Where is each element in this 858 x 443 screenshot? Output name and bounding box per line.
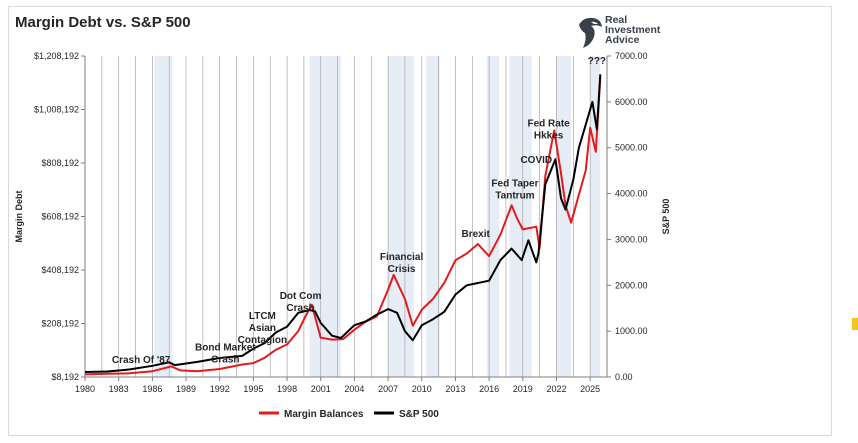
x-tick-label: 2016 bbox=[479, 384, 499, 394]
brand-logo: Real Investment Advice bbox=[577, 15, 687, 51]
y-left-tick-label: $208,192 bbox=[41, 319, 79, 329]
x-tick-label: 1986 bbox=[142, 384, 162, 394]
legend-group: Margin Balances S&P 500 bbox=[259, 409, 439, 420]
y-left-tick-label: $808,192 bbox=[41, 158, 79, 168]
x-tick-label: 1989 bbox=[176, 384, 196, 394]
y-right-tick-label: 4000.00 bbox=[615, 189, 648, 199]
x-tick-label: 2013 bbox=[445, 384, 465, 394]
annotation-label: COVID bbox=[520, 155, 552, 166]
y-left-tick-label: $1,008,192 bbox=[34, 105, 79, 115]
y-left-tick-label: $1,208,192 bbox=[34, 51, 79, 61]
annotation-label: Fed Rate Hkkes bbox=[528, 118, 571, 141]
shade-band bbox=[426, 56, 440, 377]
y-right-tick-label: 7000.00 bbox=[615, 51, 648, 61]
annotation-label: Financial Crisis bbox=[380, 252, 424, 275]
x-tick-label: 1992 bbox=[210, 384, 230, 394]
margin-balances-line bbox=[84, 76, 602, 376]
y-left-tick-label: $408,192 bbox=[41, 265, 79, 275]
y-right-tick-label: 0.00 bbox=[615, 372, 633, 382]
sp500-line bbox=[84, 74, 602, 373]
x-tick-label: 2001 bbox=[311, 384, 331, 394]
y-right-axis-title: S&P 500 bbox=[661, 199, 671, 235]
logo-line-3: Advice bbox=[605, 34, 640, 46]
shade-band bbox=[388, 56, 414, 377]
y-left-tick-label: $8,192 bbox=[51, 372, 79, 382]
annotation-label: Dot Com Crash bbox=[280, 291, 322, 314]
series-lines-group bbox=[84, 74, 602, 376]
y-right-tick-label: 6000.00 bbox=[615, 97, 648, 107]
shade-band bbox=[590, 56, 601, 377]
side-marker bbox=[852, 318, 858, 330]
y-left-axis-title: Margin Debt bbox=[14, 190, 24, 242]
y-right-tick-label: 3000.00 bbox=[615, 234, 648, 244]
x-tick-label: 2019 bbox=[513, 384, 533, 394]
y-right-tick-label: 5000.00 bbox=[615, 143, 648, 153]
x-tick-label: 1983 bbox=[109, 384, 129, 394]
annotation-label: Fed Taper Tantrum bbox=[491, 179, 538, 202]
x-tick-label: 1998 bbox=[277, 384, 297, 394]
x-tick-label: 2007 bbox=[378, 384, 398, 394]
legend-label-margin: Margin Balances bbox=[284, 409, 364, 420]
chart-svg: 1980 1983 1986 1989 1992 1995 1998 2001 2004 2007… bbox=[14, 51, 671, 420]
shade-band bbox=[556, 56, 572, 377]
shade-band bbox=[509, 56, 532, 377]
shade-band bbox=[309, 56, 341, 377]
x-tick-label: 1995 bbox=[243, 384, 263, 394]
legend-label-sp500: S&P 500 bbox=[399, 409, 439, 420]
x-tick-label: 2010 bbox=[412, 384, 432, 394]
logo-line-2: Investment bbox=[605, 24, 661, 36]
annotation-label: Crash Of '87 bbox=[112, 355, 171, 366]
x-tick-label: 1980 bbox=[75, 384, 95, 394]
x-tick-label: 2025 bbox=[580, 384, 600, 394]
annotation-label: ??? bbox=[588, 56, 606, 67]
eagle-logo-icon bbox=[579, 17, 602, 48]
annotation-label: Brexit bbox=[461, 229, 490, 240]
x-tick-label: 2004 bbox=[344, 384, 364, 394]
annotation-label: Bond Market Crash bbox=[195, 342, 256, 365]
chart-title: Margin Debt vs. S&P 500 bbox=[15, 14, 191, 31]
y-left-tick-label: $608,192 bbox=[41, 212, 79, 222]
recession-shading-group bbox=[154, 56, 601, 377]
chart-frame: Margin Debt vs. S&P 500 Real Investment … bbox=[8, 6, 832, 436]
logo-line-1: Real bbox=[605, 14, 628, 26]
shade-band bbox=[486, 56, 500, 377]
shade-band bbox=[154, 56, 173, 377]
annotation-label: LTCM Asian Contagion bbox=[238, 311, 287, 346]
x-tick-label: 2022 bbox=[546, 384, 566, 394]
y-right-tick-label: 1000.00 bbox=[615, 326, 648, 336]
y-right-tick-label: 2000.00 bbox=[615, 280, 648, 290]
axes-group: 1980 1983 1986 1989 1992 1995 1998 2001 2004 2007… bbox=[14, 51, 671, 394]
